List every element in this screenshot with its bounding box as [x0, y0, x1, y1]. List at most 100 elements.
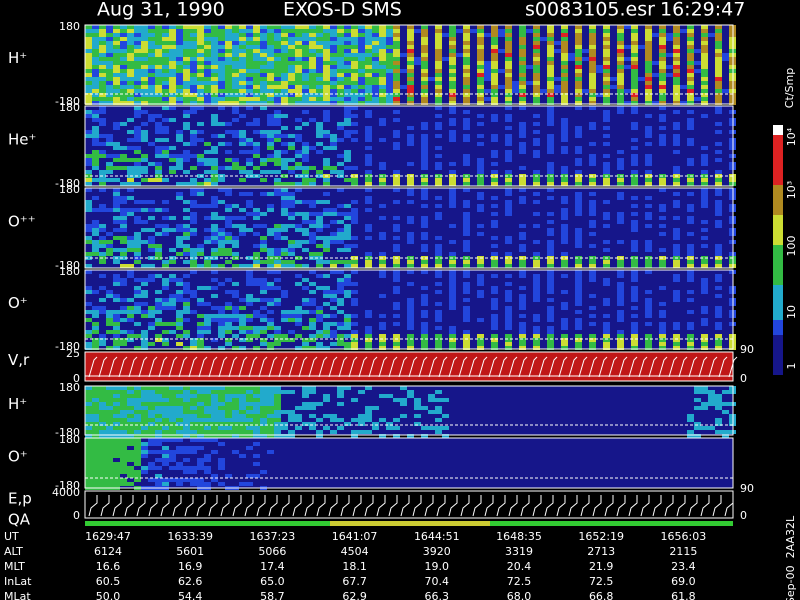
- spectrogram-cell: [225, 85, 232, 89]
- spectrogram-cell: [281, 422, 288, 426]
- spectrogram-cell: [687, 298, 694, 302]
- spectrogram-cell: [246, 97, 253, 101]
- spectrogram-cell: [148, 216, 155, 220]
- spectrogram-cell: [435, 282, 442, 286]
- spectrogram-cell: [148, 434, 155, 438]
- spectrogram-cell: [176, 414, 183, 418]
- spectrogram-cell: [267, 208, 274, 212]
- spectrogram-cell: [533, 338, 540, 342]
- spectrogram-cell: [190, 256, 197, 260]
- spectrogram-cell: [141, 73, 148, 77]
- spectrogram-cell: [92, 150, 99, 154]
- spectrogram-cell: [85, 81, 92, 85]
- spectrogram-cell: [176, 282, 183, 286]
- spectrogram-cell: [274, 302, 281, 306]
- spectrogram-cell: [288, 166, 295, 170]
- spectrogram-cell: [407, 49, 414, 53]
- spectrogram-cell: [589, 278, 596, 282]
- spectrogram-cell: [85, 450, 92, 454]
- spectrogram-cell: [421, 57, 428, 61]
- spectrogram-cell: [645, 216, 652, 220]
- spectrogram-cell: [491, 244, 498, 248]
- spectrogram-cell: [127, 85, 134, 89]
- spectrogram-cell: [533, 318, 540, 322]
- spectrogram-cell: [617, 162, 624, 166]
- spectrogram-cell: [281, 166, 288, 170]
- spectrogram-cell: [673, 93, 680, 97]
- spectrogram-cell: [148, 57, 155, 61]
- spectrogram-cell: [365, 69, 372, 73]
- spectrogram-cell: [393, 278, 400, 282]
- spectrogram-cell: [134, 33, 141, 37]
- spectrogram-cell: [85, 73, 92, 77]
- spectrogram-cell: [260, 314, 267, 318]
- spectrogram-cell: [85, 466, 92, 470]
- spectrogram-cell: [239, 216, 246, 220]
- spectrogram-cell: [148, 142, 155, 146]
- spectrogram-cell: [176, 406, 183, 410]
- spectrogram-cell: [701, 390, 708, 394]
- spectrogram-cell: [365, 178, 372, 182]
- spectrogram-cell: [631, 174, 638, 178]
- spectrogram-cell: [134, 430, 141, 434]
- spectrogram-cell: [281, 53, 288, 57]
- spectrogram-cell: [106, 154, 113, 158]
- colorbar-segment: [773, 320, 783, 335]
- spectrogram-cell: [519, 224, 526, 228]
- y-tick-label: -180: [55, 95, 80, 108]
- spectrogram-cell: [246, 101, 253, 105]
- spectrogram-cell: [379, 252, 386, 256]
- spectrogram-cell: [701, 256, 708, 260]
- spectrogram-cell: [162, 81, 169, 85]
- spectrogram-cell: [631, 248, 638, 252]
- spectrogram-cell: [218, 318, 225, 322]
- spectrogram-cell: [365, 418, 372, 422]
- spectrogram-cell: [197, 29, 204, 33]
- spectrogram-cell: [617, 270, 624, 274]
- spectrogram-cell: [99, 61, 106, 65]
- spectrogram-cell: [162, 89, 169, 93]
- spectrogram-cell: [260, 434, 267, 438]
- spectrogram-cell: [344, 326, 351, 330]
- spectrogram-cell: [379, 53, 386, 57]
- spectrogram-cell: [155, 61, 162, 65]
- spectrogram-cell: [344, 65, 351, 69]
- spectrogram-cell: [113, 326, 120, 330]
- spectrogram-cell: [113, 466, 120, 470]
- velocity-trace: [88, 356, 738, 378]
- spectrogram-cell: [358, 101, 365, 105]
- spectrogram-cell: [477, 122, 484, 126]
- spectrogram-cell: [547, 162, 554, 166]
- spectrogram-cell: [169, 454, 176, 458]
- spectrogram-cell: [225, 49, 232, 53]
- spectrogram-cell: [512, 85, 519, 89]
- spectrogram-cell: [309, 89, 316, 93]
- spectrogram-cell: [176, 244, 183, 248]
- spectrogram-cell: [232, 264, 239, 268]
- spectrogram-cell: [162, 282, 169, 286]
- spectrogram-cell: [533, 298, 540, 302]
- spectrogram-cell: [358, 93, 365, 97]
- spectrogram-cell: [533, 33, 540, 37]
- spectrogram-cell: [183, 458, 190, 462]
- spectrogram-cell: [134, 200, 141, 204]
- spectrogram-cell: [225, 236, 232, 240]
- spectrogram-cell: [722, 410, 729, 414]
- spectrogram-cell: [687, 414, 694, 418]
- spectrogram-cell: [603, 101, 610, 105]
- spectrogram-cell: [239, 410, 246, 414]
- spectrogram-cell: [302, 390, 309, 394]
- spectrogram-cell: [477, 53, 484, 57]
- spectrogram-cell: [393, 434, 400, 438]
- spectrogram-cell: [316, 142, 323, 146]
- spectrogram-cell: [575, 158, 582, 162]
- spectrogram-cell: [120, 85, 127, 89]
- spectrogram-cell: [253, 154, 260, 158]
- spectrogram-cell: [260, 130, 267, 134]
- spectrogram-cell: [274, 134, 281, 138]
- spectrogram-cell: [148, 310, 155, 314]
- spectrogram-cell: [386, 394, 393, 398]
- spectrogram-cell: [190, 154, 197, 158]
- spectrogram-cell: [281, 310, 288, 314]
- spectrogram-cell: [85, 97, 92, 101]
